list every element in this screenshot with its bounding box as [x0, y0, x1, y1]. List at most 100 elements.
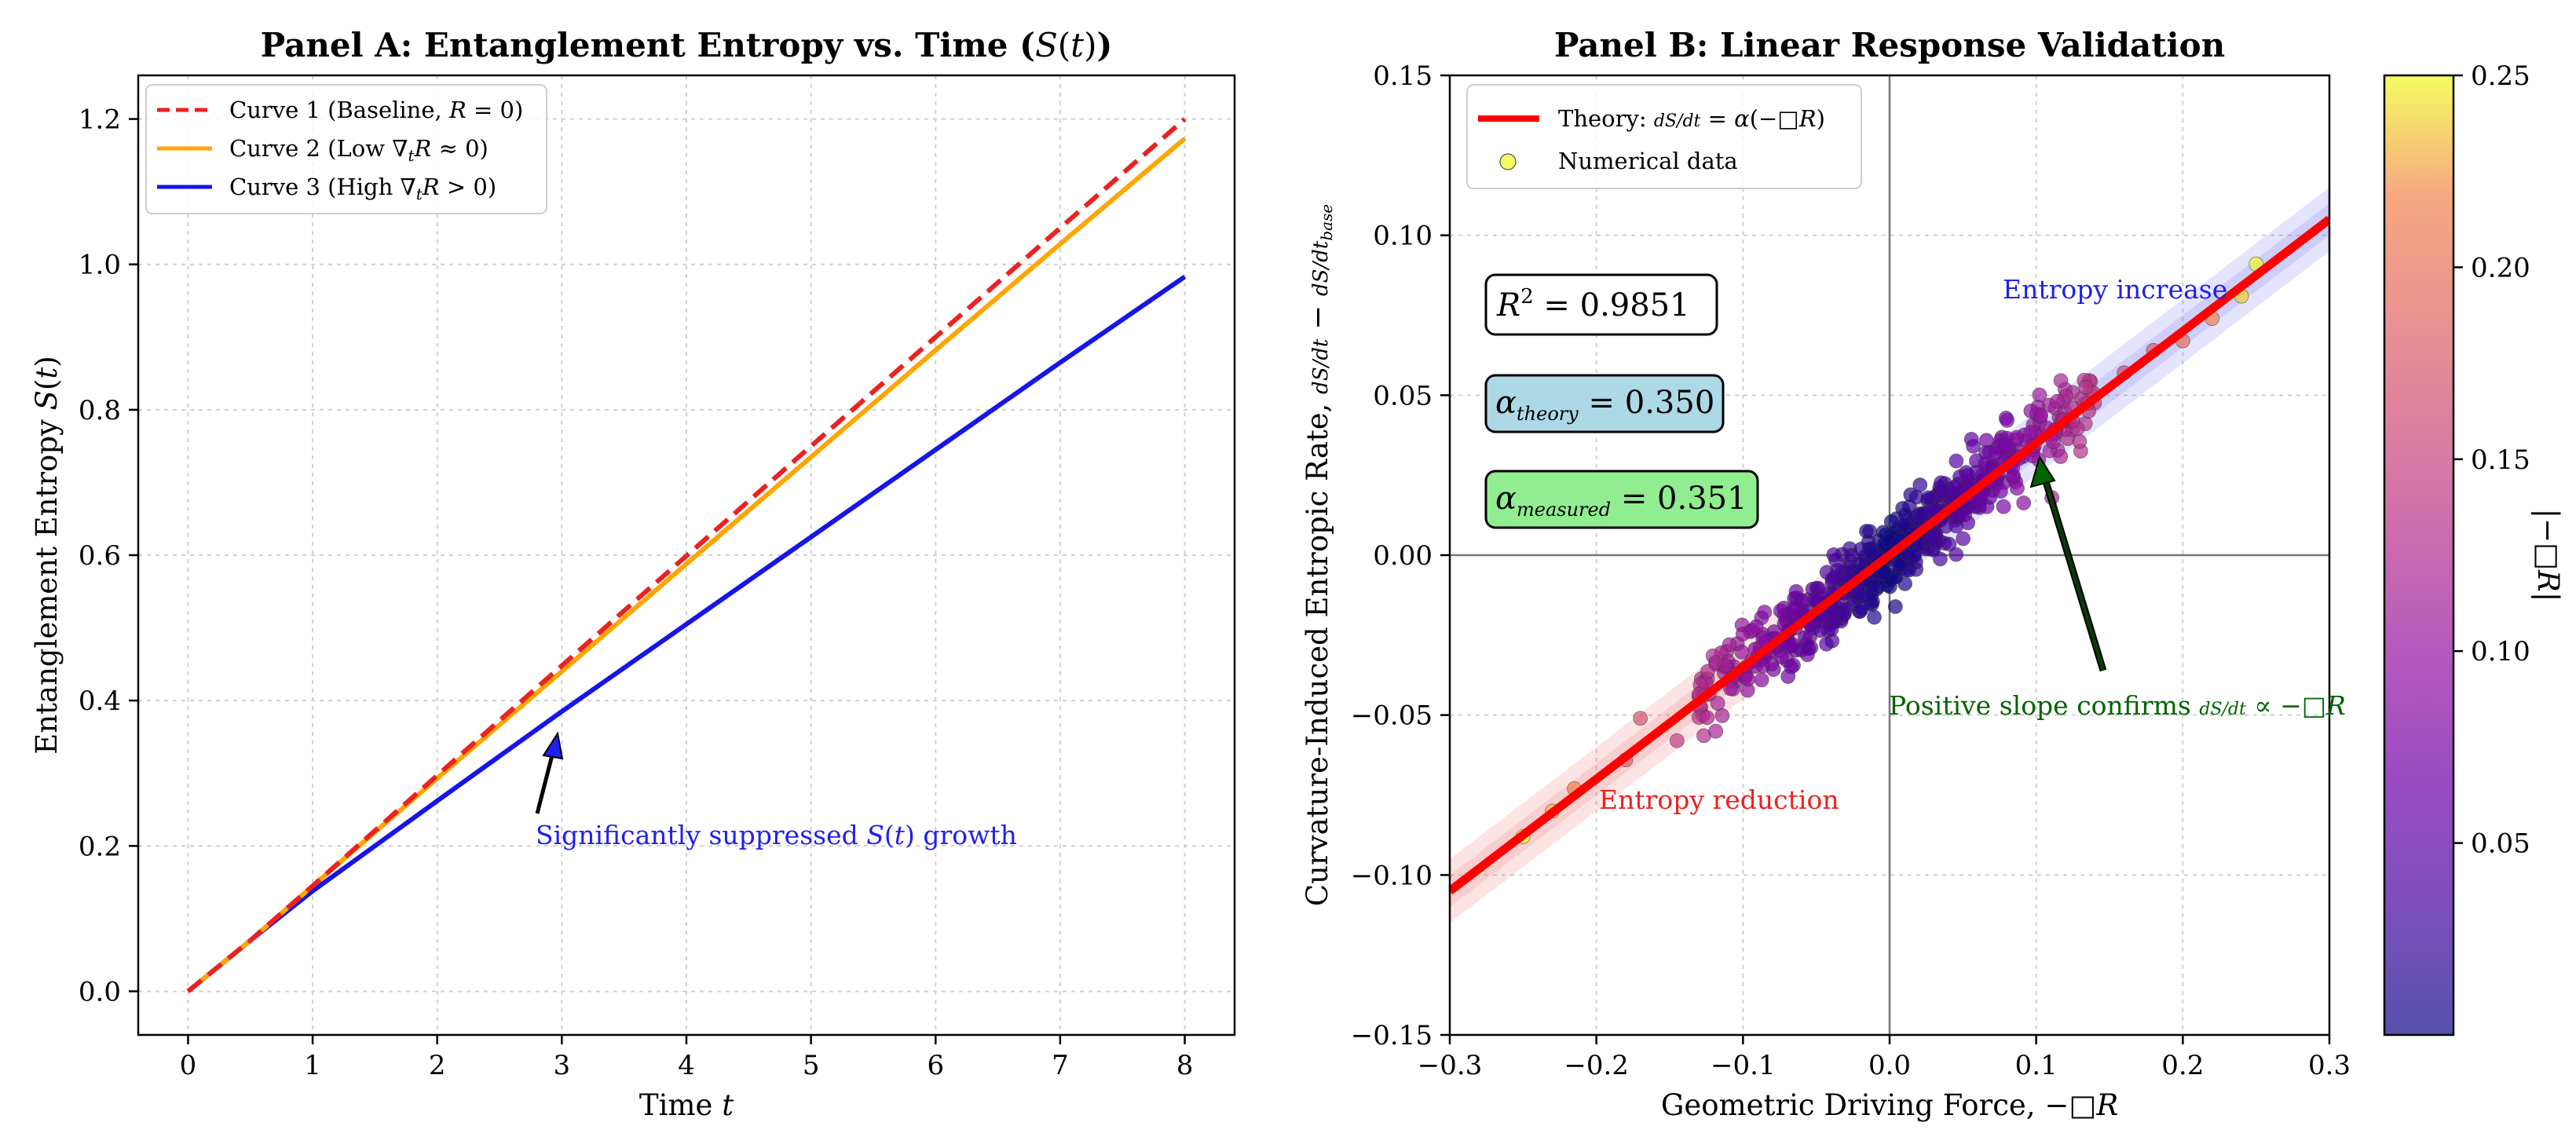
tick-label-x-1: −0.2: [1564, 1050, 1629, 1081]
scatter-point: [1892, 558, 1908, 573]
tick-label-y-1: 0.2: [79, 831, 121, 862]
scatter-point: [1920, 490, 1936, 506]
scatter-point: [1807, 592, 1823, 607]
tick-label-x-3: 0.0: [1868, 1050, 1911, 1081]
tick-label-x-5: 5: [803, 1050, 820, 1081]
scatter-point: [1708, 655, 1724, 671]
scatter-point: [1757, 605, 1773, 620]
colorbar-tick-label-0: 0.05: [2471, 828, 2530, 860]
panel-a-legend-box: [145, 84, 547, 214]
tick-label-y-3: 0.00: [1373, 540, 1433, 572]
tick-label-x-3: 3: [554, 1050, 571, 1081]
scatter-point: [1966, 438, 1981, 454]
tick-label-y-0: 0.0: [79, 976, 121, 1007]
panel-b-legend: Theory: dS/dt = α(−□R) Numerical data: [1466, 84, 1862, 189]
panel-b-ticks: −0.3 −0.2 −0.1 0.0 0.1 0.2 0.3 −0.15 −0.10 −0.05 0…: [1351, 60, 2351, 1081]
tick-label-x-4: 0.1: [2015, 1050, 2058, 1081]
scatter-point: [1876, 565, 1892, 581]
scatter-point: [2053, 373, 2069, 389]
tick-label-x-6: 6: [927, 1050, 944, 1081]
scatter-point: [1934, 475, 1948, 491]
tick-label-x-2: 2: [429, 1050, 446, 1081]
tick-label-x-5: 0.2: [2161, 1050, 2204, 1081]
scatter-point: [1748, 619, 1764, 634]
scatter-point: [1785, 637, 1800, 653]
scatter-outlier-4: [1633, 711, 1648, 726]
scatter-point: [2078, 379, 2094, 395]
scatter-point: [2000, 412, 2015, 428]
alpha-theory-text: αtheory = 0.350: [1495, 385, 1714, 425]
scatter-point: [1710, 696, 1725, 711]
scatter-point: [2023, 425, 2039, 441]
tick-label-y-5: 0.10: [1373, 221, 1433, 252]
scatter-point: [2032, 387, 2047, 403]
slope-arrow-head: [2029, 455, 2056, 488]
scatter-point: [1708, 723, 1724, 739]
scatter-point: [2016, 495, 2032, 510]
scatter-point: [1947, 479, 1963, 495]
scatter-point: [1867, 609, 1882, 625]
theory-line: [1450, 215, 2329, 895]
colorbar-ticks: 0.05 0.10 0.15 0.20 0.25: [2453, 60, 2530, 860]
scatter-point: [1897, 517, 1912, 533]
scatter-point: [2023, 404, 2039, 419]
scatter-point: [1784, 659, 1799, 675]
scatter-point: [1799, 647, 1815, 663]
scatter-point: [1788, 583, 1804, 599]
colorbar-tick-label-4: 0.25: [2471, 60, 2530, 92]
tick-label-y-4: 0.8: [79, 395, 121, 426]
legend-label-curve-2: Curve 2 (Low ∇tR ≈ 0): [229, 135, 488, 165]
scatter-point: [1993, 484, 2008, 499]
r-squared-text: R2 = 0.9851: [1496, 285, 1690, 324]
legend-label-curve-1: Curve 1 (Baseline, R = 0): [229, 97, 523, 123]
scatter-point: [1948, 547, 1964, 562]
scatter-outlier-5: [1669, 733, 1685, 748]
tick-label-x-6: 0.3: [2308, 1050, 2351, 1081]
scatter-point: [1948, 453, 1964, 469]
tick-label-y-3: 0.6: [79, 540, 121, 572]
panel-a-xlabel: Time t: [639, 1088, 734, 1122]
scatter-point: [1853, 541, 1869, 557]
colorbar-label: |−□R|: [2531, 509, 2565, 602]
scatter-point: [2050, 393, 2066, 409]
scatter-point: [1773, 603, 1788, 619]
tick-label-x-7: 7: [1052, 1050, 1069, 1081]
annotation-arrow-head: [542, 731, 564, 760]
panel-b-xlabel: Geometric Driving Force, −□R: [1661, 1088, 2118, 1122]
scatter-point: [1933, 551, 1948, 567]
colorbar-gradient: [2384, 75, 2453, 1035]
tick-label-y-4: 0.05: [1373, 380, 1433, 411]
annotation-entropy-reduction: Entropy reduction: [1599, 784, 1839, 815]
panel-a: Panel A: Entanglement Entropy vs. Time (…: [30, 26, 1236, 1122]
panel-a-ticks: 0 1 2 3 4 5 6 7 8 0.0 0.2 0.4 0.6 0.8 1.0 1.2: [79, 104, 1193, 1081]
scatter-point: [1813, 623, 1828, 638]
tick-label-x-0: −0.3: [1418, 1050, 1483, 1081]
panel-b-title: Panel B: Linear Response Validation: [1554, 26, 2225, 64]
legend-swatch-numerical: [1499, 153, 1517, 170]
scatter-point: [1887, 599, 1903, 614]
panel-a-annotation: Significantly suppressed S(t) growth: [535, 731, 1017, 850]
series-line-curve-3: [186, 274, 1187, 993]
legend-label-curve-3: Curve 3 (High ∇tR > 0): [229, 174, 496, 203]
tick-label-x-4: 4: [678, 1050, 695, 1081]
tick-label-x-1: 1: [304, 1050, 321, 1081]
slope-arrow-shaft: [2043, 478, 2106, 671]
scatter-point: [1988, 445, 2003, 461]
panel-b-ylabel: Curvature-Induced Entropic Rate, dS/dt −…: [1301, 204, 1336, 906]
tick-label-x-0: 0: [180, 1050, 197, 1081]
tick-label-y-1: −0.10: [1351, 860, 1433, 891]
tick-label-y-2: −0.05: [1351, 700, 1433, 732]
tick-label-y-2: 0.4: [79, 686, 121, 717]
scatter-point: [2072, 433, 2088, 449]
tick-label-y-6: 0.15: [1373, 60, 1433, 92]
scatter-point: [1912, 477, 1928, 492]
scatter-point: [1907, 548, 1923, 564]
tick-label-y-0: −0.15: [1351, 1020, 1433, 1051]
annotation-arrow-shaft: [535, 751, 555, 814]
scatter-point: [2009, 430, 2025, 445]
annotation-entropy-increase: Entropy increase: [2003, 274, 2227, 305]
alpha-measured-box: [1484, 470, 1759, 529]
tick-label-y-6: 1.2: [79, 104, 121, 136]
scatter-point: [1754, 672, 1769, 688]
